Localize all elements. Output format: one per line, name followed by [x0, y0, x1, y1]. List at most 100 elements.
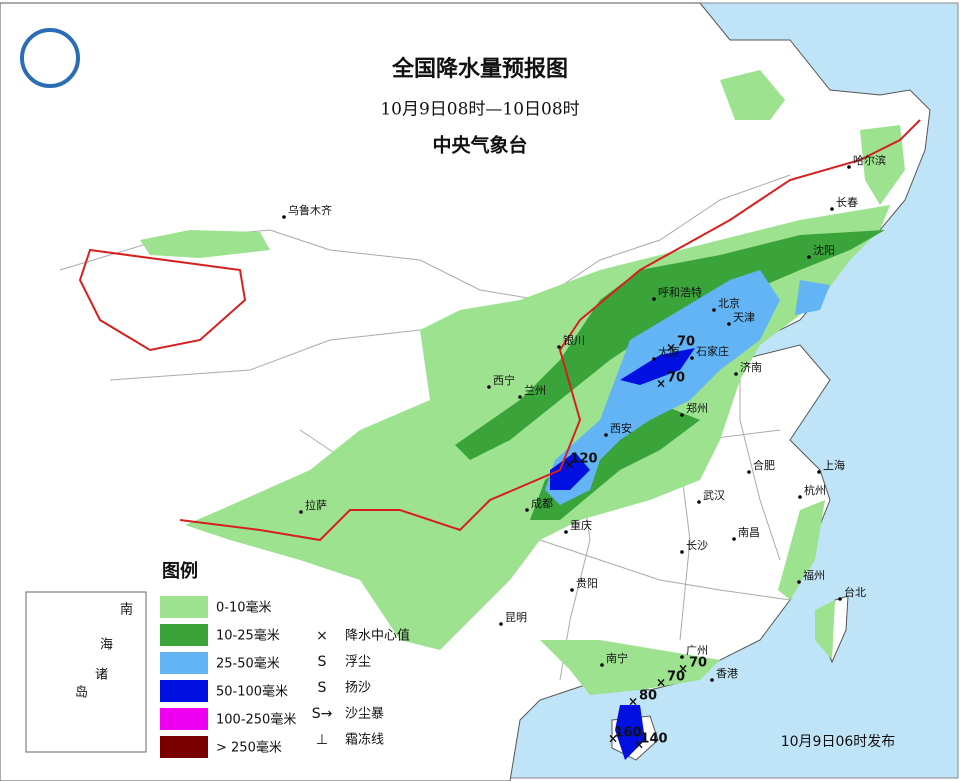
city-label: 兰州 — [524, 384, 546, 397]
precip-areas — [140, 70, 905, 760]
city-dot — [838, 597, 842, 601]
legend-label: 0-10毫米 — [216, 600, 272, 616]
city-dot — [830, 207, 834, 211]
city-label: 杭州 — [804, 483, 826, 497]
city-label: 北京 — [718, 296, 740, 310]
center-marker: × — [666, 341, 676, 355]
center-marker: × — [608, 732, 618, 746]
city-label: 武汉 — [703, 489, 725, 502]
city-label: 郑州 — [686, 401, 708, 415]
city-dot — [487, 385, 491, 389]
city-label: 福州 — [803, 568, 825, 582]
center-value: 70 — [667, 371, 685, 386]
legend-label: 100-250毫米 — [216, 712, 296, 728]
city-label: 拉萨 — [305, 498, 327, 512]
city-label: 上海 — [823, 458, 845, 472]
legend-swatch — [160, 736, 208, 758]
city-dot — [680, 413, 684, 417]
legend-icon: S — [318, 680, 327, 696]
city-dot — [680, 550, 684, 554]
legend-label: 10-25毫米 — [216, 628, 280, 644]
city-dot — [604, 433, 608, 437]
city-label: 西宁 — [493, 373, 515, 387]
center-marker: × — [656, 377, 666, 391]
city-label: 贵阳 — [576, 577, 598, 590]
city-dot — [499, 622, 503, 626]
legend-title: 图例 — [162, 560, 198, 582]
issuer: 中央气象台 — [432, 134, 527, 157]
city-label: 西安 — [610, 421, 632, 435]
legend-swatch — [160, 596, 208, 618]
city-dot — [797, 580, 801, 584]
legend-label: 50-100毫米 — [216, 684, 288, 700]
legend-symbol-label: 降水中心值 — [345, 628, 410, 644]
city-dot — [734, 372, 738, 376]
city-dot — [652, 357, 656, 361]
legend-swatch — [160, 708, 208, 730]
city-label: 南宁 — [606, 651, 628, 665]
city-dot — [564, 530, 568, 534]
city-label: 昆明 — [505, 611, 527, 624]
inset-frame — [25, 591, 147, 753]
city-dot — [652, 297, 656, 301]
city-dot — [518, 395, 522, 399]
city-label: 天津 — [733, 311, 755, 324]
city-dot — [732, 537, 736, 541]
city-dot — [807, 255, 811, 259]
inset-label: 岛 — [75, 685, 88, 701]
center-value: 160 — [614, 726, 641, 741]
city-dot — [282, 215, 286, 219]
city-dot — [817, 470, 821, 474]
city-dot — [727, 322, 731, 326]
center-marker: × — [634, 738, 644, 752]
city-dot — [747, 470, 751, 474]
city-label: 香港 — [716, 667, 738, 680]
city-label: 广州 — [686, 644, 708, 657]
city-dot — [557, 345, 561, 349]
city-dot — [600, 663, 604, 667]
issued: 10月9日06时发布 — [781, 734, 896, 750]
legend-icon: S — [318, 654, 327, 670]
center-marker: × — [564, 458, 574, 472]
city-label: 太原 — [658, 346, 680, 359]
city-label: 成都 — [531, 497, 553, 510]
legend-symbol-label: 扬沙 — [345, 681, 371, 696]
legend-symbol-label: 沙尘暴 — [345, 707, 384, 722]
legend: 0-10毫米 10-25毫米 25-50毫米 50-100毫米 100-250毫米 > 2… — [160, 596, 410, 758]
city-label: 沈阳 — [813, 243, 835, 257]
inset-label: 海 — [100, 638, 113, 653]
city-dot — [712, 308, 716, 312]
precip-centers: × 70× 70×120× 70× 70× 80×160×140 — [564, 335, 707, 752]
center-value: 70 — [677, 335, 695, 350]
city-dot — [299, 510, 303, 514]
city-label: 长春 — [836, 196, 858, 209]
legend-symbol-label: 浮尘 — [345, 655, 371, 670]
center-marker: × — [656, 676, 666, 690]
city-label: 银川 — [563, 333, 585, 347]
period: 10月9日08时—10日08时 — [380, 100, 579, 120]
title: 全国降水量预报图 — [391, 56, 568, 82]
legend-label: 25-50毫米 — [216, 656, 280, 672]
city-label: 乌鲁木齐 — [288, 203, 332, 217]
city-dot — [710, 678, 714, 682]
center-marker: × — [628, 695, 638, 709]
city-label: 合肥 — [753, 458, 775, 472]
legend-label: > 250毫米 — [216, 740, 282, 756]
city-dot — [680, 655, 684, 659]
legend-symbol-label: 霜冻线 — [345, 732, 384, 748]
legend-icon: S→ — [312, 706, 333, 722]
frost-lines — [78, 119, 921, 542]
legend-swatch — [160, 652, 208, 674]
center-value: 120 — [570, 452, 597, 467]
city-dot — [690, 356, 694, 360]
city-dot — [798, 495, 802, 499]
legend-swatch — [160, 680, 208, 702]
center-value: 70 — [689, 656, 707, 671]
city-label: 呼和浩特 — [658, 285, 702, 299]
city-label: 济南 — [740, 360, 762, 374]
legend-swatch — [160, 624, 208, 646]
center-marker: × — [678, 662, 688, 676]
inset-label: 诸 — [95, 668, 108, 683]
